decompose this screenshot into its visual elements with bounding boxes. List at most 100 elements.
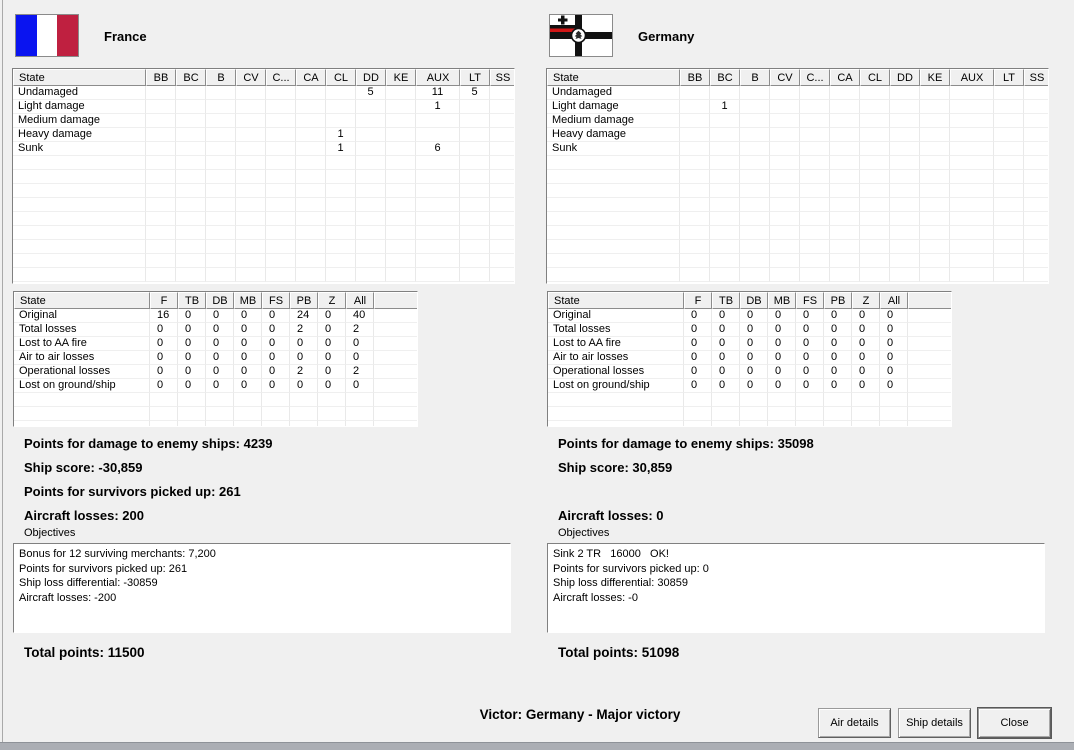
column-header-f[interactable]: F bbox=[684, 292, 712, 309]
column-header-state[interactable]: State bbox=[547, 69, 680, 86]
column-header-tb[interactable]: TB bbox=[712, 292, 740, 309]
column-header-c[interactable]: C... bbox=[266, 69, 296, 86]
column-header-bc[interactable]: BC bbox=[710, 69, 740, 86]
value-cell bbox=[1024, 212, 1048, 226]
value-cell bbox=[296, 184, 326, 198]
column-header-aux[interactable]: AUX bbox=[416, 69, 460, 86]
column-header-state[interactable]: State bbox=[548, 292, 684, 309]
value-cell: 0 bbox=[178, 323, 206, 337]
value-cell bbox=[680, 170, 710, 184]
close-button[interactable]: Close bbox=[978, 708, 1051, 738]
value-cell bbox=[176, 142, 206, 156]
column-header-ca[interactable]: CA bbox=[830, 69, 860, 86]
column-header-lt[interactable]: LT bbox=[994, 69, 1024, 86]
ship-details-button[interactable]: Ship details bbox=[898, 708, 971, 738]
value-cell bbox=[460, 198, 490, 212]
row-label-cell bbox=[13, 212, 146, 226]
value-cell bbox=[920, 184, 950, 198]
value-cell: 0 bbox=[262, 323, 290, 337]
value-cell bbox=[356, 128, 386, 142]
column-header-bb[interactable]: BB bbox=[146, 69, 176, 86]
value-cell bbox=[830, 100, 860, 114]
value-cell bbox=[386, 198, 416, 212]
row-label-cell: Lost to AA fire bbox=[14, 337, 150, 351]
column-header-aux[interactable]: AUX bbox=[950, 69, 994, 86]
column-header-mb[interactable]: MB bbox=[234, 292, 262, 309]
column-header-pb[interactable]: PB bbox=[290, 292, 318, 309]
table-row bbox=[547, 240, 1048, 254]
column-header-bb[interactable]: BB bbox=[680, 69, 710, 86]
value-cell bbox=[710, 170, 740, 184]
column-header-all[interactable]: All bbox=[880, 292, 908, 309]
column-header-mb[interactable]: MB bbox=[768, 292, 796, 309]
column-header-state[interactable]: State bbox=[14, 292, 150, 309]
value-cell: 0 bbox=[206, 365, 234, 379]
air-details-button[interactable]: Air details bbox=[818, 708, 891, 738]
column-header-ss[interactable]: SS bbox=[1024, 69, 1048, 86]
value-cell bbox=[206, 128, 236, 142]
column-header-pb[interactable]: PB bbox=[824, 292, 852, 309]
column-header-fs[interactable]: FS bbox=[262, 292, 290, 309]
victor-text: Victor: Germany - Major victory bbox=[479, 707, 681, 722]
value-cell: 0 bbox=[318, 309, 346, 323]
value-cell bbox=[326, 184, 356, 198]
value-cell bbox=[346, 421, 374, 426]
column-header-cv[interactable]: CV bbox=[770, 69, 800, 86]
column-header-b[interactable]: B bbox=[206, 69, 236, 86]
column-header-db[interactable]: DB bbox=[206, 292, 234, 309]
value-cell bbox=[950, 184, 994, 198]
value-cell: 0 bbox=[768, 365, 796, 379]
value-cell bbox=[356, 114, 386, 128]
value-cell bbox=[234, 421, 262, 426]
row-label-cell bbox=[547, 254, 680, 268]
column-header-z[interactable]: Z bbox=[852, 292, 880, 309]
column-header-cv[interactable]: CV bbox=[236, 69, 266, 86]
value-cell bbox=[740, 226, 770, 240]
column-header-bc[interactable]: BC bbox=[176, 69, 206, 86]
row-label-cell bbox=[547, 156, 680, 170]
column-header-z[interactable]: Z bbox=[318, 292, 346, 309]
column-header-fs[interactable]: FS bbox=[796, 292, 824, 309]
column-header-c[interactable]: C... bbox=[800, 69, 830, 86]
column-header-cl[interactable]: CL bbox=[860, 69, 890, 86]
value-cell: 1 bbox=[710, 100, 740, 114]
value-cell: 0 bbox=[880, 379, 908, 393]
column-header-state[interactable]: State bbox=[13, 69, 146, 86]
value-cell bbox=[994, 86, 1024, 100]
value-cell bbox=[740, 184, 770, 198]
column-header-db[interactable]: DB bbox=[740, 292, 768, 309]
column-header-ke[interactable]: KE bbox=[386, 69, 416, 86]
value-cell bbox=[206, 407, 234, 421]
value-cell bbox=[236, 86, 266, 100]
value-cell: 0 bbox=[740, 365, 768, 379]
value-cell bbox=[770, 128, 800, 142]
column-header-lt[interactable]: LT bbox=[460, 69, 490, 86]
value-cell bbox=[860, 212, 890, 226]
row-label-cell bbox=[13, 226, 146, 240]
value-cell bbox=[684, 393, 712, 407]
value-cell bbox=[460, 128, 490, 142]
column-header-all[interactable]: All bbox=[346, 292, 374, 309]
column-header-tb[interactable]: TB bbox=[178, 292, 206, 309]
value-cell bbox=[460, 226, 490, 240]
column-header-f[interactable]: F bbox=[150, 292, 178, 309]
column-header-ke[interactable]: KE bbox=[920, 69, 950, 86]
value-cell bbox=[374, 309, 417, 323]
value-cell bbox=[356, 240, 386, 254]
column-header-dd[interactable]: DD bbox=[356, 69, 386, 86]
column-header-dd[interactable]: DD bbox=[890, 69, 920, 86]
value-cell bbox=[146, 128, 176, 142]
column-header-cl[interactable]: CL bbox=[326, 69, 356, 86]
column-header-ss[interactable]: SS bbox=[490, 69, 514, 86]
value-cell bbox=[356, 142, 386, 156]
value-cell bbox=[206, 268, 236, 282]
value-cell bbox=[1024, 100, 1048, 114]
value-cell bbox=[800, 212, 830, 226]
column-header-ca[interactable]: CA bbox=[296, 69, 326, 86]
table-row: Undamaged 5 11 5 bbox=[13, 86, 514, 100]
table-row: Lost on ground/ship 0 0 0 0 0 0 0 0 bbox=[14, 379, 417, 393]
column-header-blank[interactable] bbox=[374, 292, 417, 309]
column-header-blank[interactable] bbox=[908, 292, 951, 309]
column-header-b[interactable]: B bbox=[740, 69, 770, 86]
value-cell: 0 bbox=[150, 323, 178, 337]
